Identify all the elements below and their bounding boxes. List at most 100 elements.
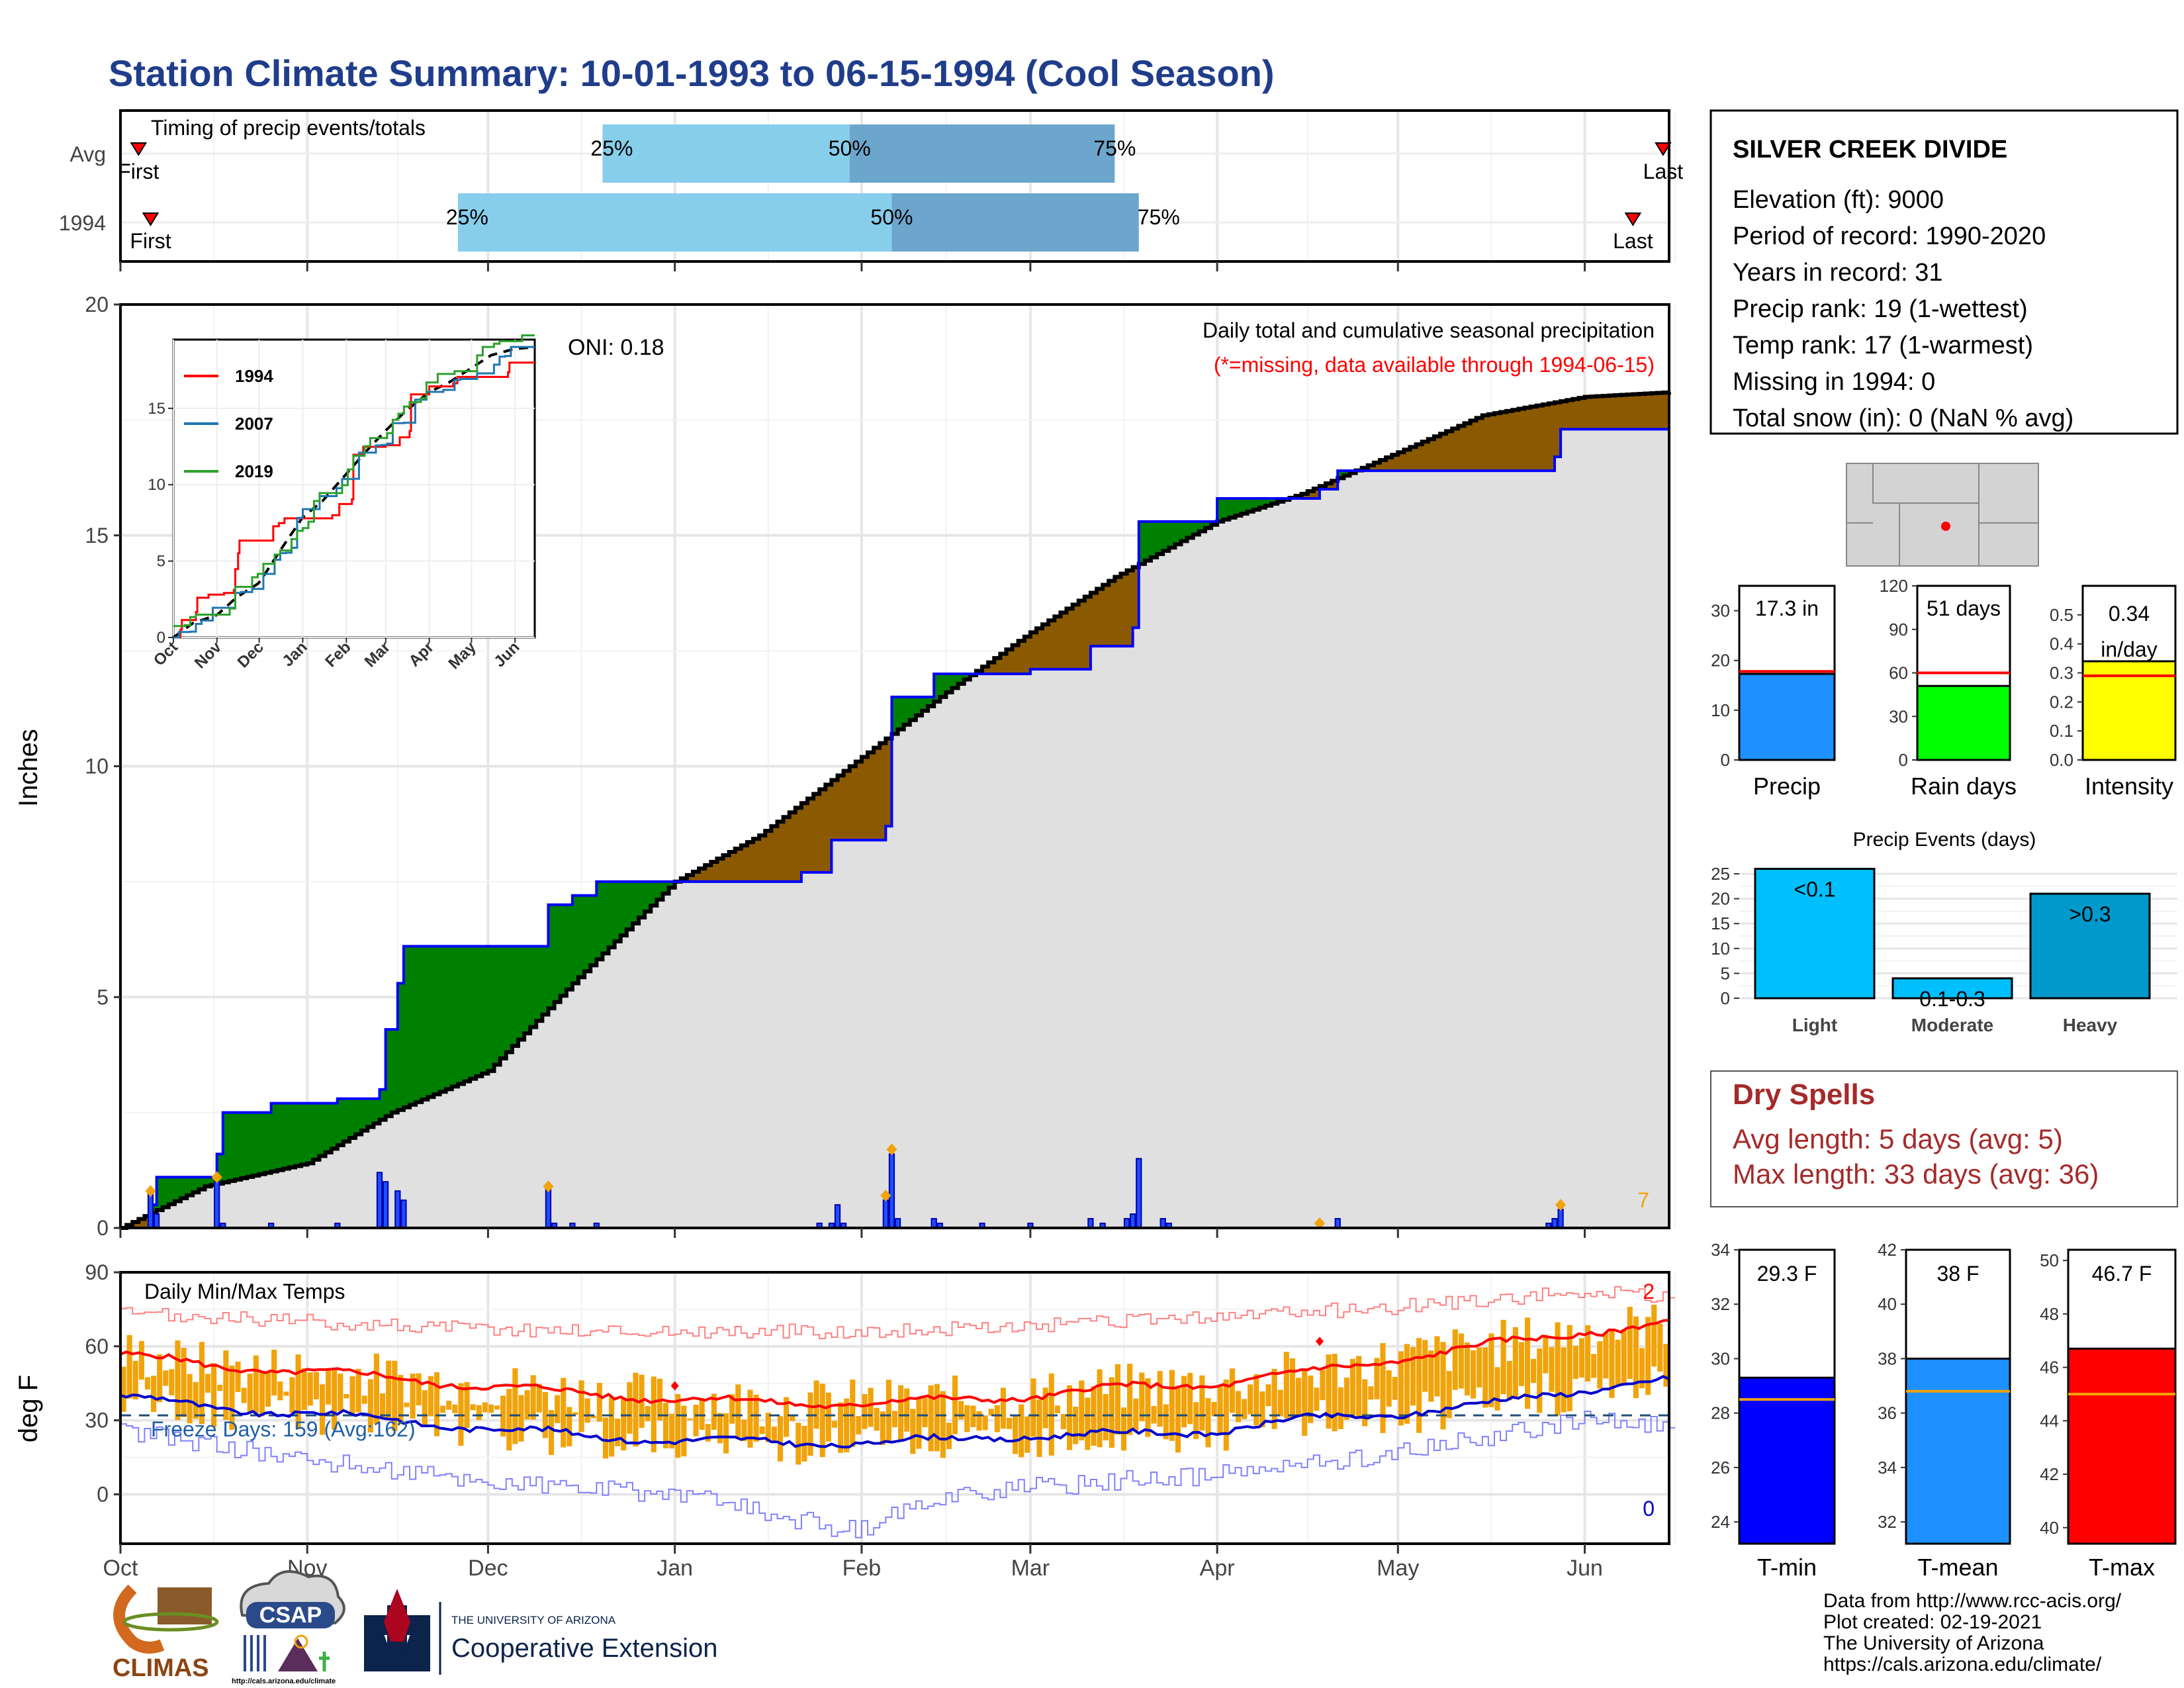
ua-cooperative-extension-logo: THE UNIVERSITY OF ARIZONA Cooperative Ex… [364, 1589, 717, 1675]
daily-temp-range-bar [1248, 1384, 1253, 1415]
month-tick-label: Jan [657, 1556, 693, 1581]
month-tick-label: Dec [468, 1556, 508, 1581]
event-category-label: Moderate [1911, 1015, 1993, 1035]
month-tick-label: Mar [1011, 1556, 1050, 1581]
daily-temp-range-bar [1199, 1375, 1205, 1431]
daily-temp-range-bar [464, 1382, 470, 1429]
page-title: Station Climate Summary: 10-01-1993 to 0… [109, 52, 1275, 94]
temp-summary-y-tick: 34 [1711, 1240, 1730, 1260]
daily-temp-range-bar [193, 1382, 199, 1419]
inset-legend-label: 2019 [235, 461, 273, 481]
precip-y-tick: 10 [85, 755, 109, 778]
daily-temp-range-bar [217, 1384, 223, 1391]
quartile-label: 25% [446, 205, 488, 229]
event-bar-label: 0.1-0.3 [1919, 987, 1985, 1011]
daily-temp-range-bar [241, 1387, 247, 1403]
daily-temp-range-bar [1060, 1414, 1066, 1430]
daily-temp-range-bar [1211, 1401, 1217, 1417]
csap-url: http://cals.arizona.edu/climate [232, 1677, 336, 1685]
precip-panel: 0 5 10 15 20 Inches Daily total and cumulati… [14, 293, 1676, 1240]
min-record-count: 0 [1643, 1497, 1655, 1521]
daily-temp-range-bar [1434, 1336, 1440, 1397]
daily-temp-range-bar [1338, 1387, 1343, 1429]
quartile-label: 75% [1093, 136, 1136, 160]
summary-bars: 0 10 20 30 17.3 in Precip 0 30 60 90 120 51 days Rai… [1711, 576, 2177, 800]
daily-temp-range-bar [1097, 1369, 1103, 1448]
daily-temp-range-bar [1042, 1387, 1048, 1429]
inset-y-tick: 15 [148, 400, 165, 418]
oni-value: ONI: 0.18 [568, 335, 664, 360]
daily-temp-range-bar [1036, 1399, 1042, 1457]
ua-name: THE UNIVERSITY OF ARIZONA [451, 1614, 616, 1626]
daily-temp-range-bar [326, 1368, 332, 1405]
event-bar-label: >0.3 [2069, 902, 2111, 926]
credit-line: https://cals.arizona.edu/climate/ [1823, 1654, 2102, 1675]
daily-temp-range-bar [205, 1374, 211, 1393]
daily-temp-range-bar [1446, 1371, 1452, 1419]
daily-temp-range-bar [132, 1360, 138, 1400]
inset-series-line [173, 361, 535, 639]
daily-temp-range-bar [970, 1405, 976, 1427]
daily-temp-range-bar [1555, 1322, 1561, 1416]
temp-summary-y-tick: 38 [1878, 1348, 1897, 1368]
extreme-event-marker [1555, 1199, 1567, 1211]
temp-summary-y-tick: 24 [1711, 1512, 1730, 1532]
daily-temp-range-bar [1163, 1404, 1169, 1440]
daily-temp-range-bar [247, 1374, 253, 1413]
daily-temp-range-bar [1392, 1377, 1398, 1400]
daily-temp-range-bar [753, 1394, 759, 1442]
daily-temp-range-bar [223, 1350, 229, 1420]
daily-precip-bar [545, 1186, 552, 1229]
daily-temp-range-bar [590, 1415, 596, 1419]
daily-temp-range-bar [825, 1392, 831, 1442]
daily-temp-range-bar [910, 1409, 916, 1454]
daily-temp-range-bar [144, 1377, 151, 1390]
daily-temp-range-bar [813, 1380, 819, 1429]
daily-temp-range-bar [1368, 1386, 1374, 1400]
summary-value-bar [1738, 673, 1836, 761]
summary-bar-label: Intensity [2085, 773, 2173, 800]
daily-temp-range-bar [1139, 1372, 1145, 1421]
temp-summary-label: T-mean [1917, 1554, 1998, 1581]
temp-summary-y-tick: 40 [2040, 1518, 2059, 1538]
daily-temp-range-bar [1615, 1339, 1621, 1386]
daily-temp-range-bar [771, 1427, 777, 1442]
daily-temp-range-bar [699, 1398, 705, 1430]
daily-temp-range-bar [886, 1380, 891, 1442]
daily-temp-range-bar [428, 1376, 433, 1417]
csap-logo: CSAP http://cals.arizona.edu/climate [232, 1570, 345, 1685]
daily-temp-range-bar [735, 1384, 741, 1438]
daily-temp-range-bar [151, 1376, 157, 1412]
daily-temp-range-bar [1223, 1380, 1229, 1451]
daily-temp-range-bar [561, 1378, 567, 1448]
daily-temp-range-bar [235, 1361, 241, 1392]
temp-summary-y-tick: 26 [1711, 1458, 1730, 1477]
daily-temp-range-bar [1512, 1327, 1518, 1399]
summary-value-label: 17.3 in [1755, 596, 1819, 620]
csap-wordmark: CSAP [259, 1603, 322, 1628]
daily-temp-range-bar [1019, 1404, 1024, 1458]
daily-temp-range-bar [301, 1368, 307, 1410]
station-line: Elevation (ft): 9000 [1733, 186, 1944, 214]
daily-temp-range-bar [1271, 1368, 1277, 1429]
daily-temp-range-bar [681, 1405, 687, 1456]
timing-bar-q50-q75 [891, 193, 1139, 252]
daily-temp-range-bar [1265, 1384, 1271, 1407]
daily-temp-range-bar [1603, 1332, 1609, 1379]
daily-temp-range-bar [1633, 1316, 1639, 1399]
daily-temp-range-bar [1133, 1398, 1139, 1432]
daily-temp-range-bar [1591, 1354, 1597, 1378]
temp-y-tick: 60 [85, 1335, 109, 1358]
daily-temp-range-bar [1464, 1342, 1471, 1396]
daily-temp-range-bar [958, 1401, 964, 1420]
summary-value-label: 51 days [1927, 596, 2001, 620]
timing-row-label-year: 1994 [59, 211, 106, 235]
summary-y-tick: 0.4 [2050, 634, 2073, 654]
daily-temp-range-bar [482, 1402, 488, 1413]
dry-spells-box: Dry Spells Avg length: 5 days (avg: 5) M… [1710, 1070, 2178, 1207]
daily-temp-range-bar [693, 1405, 699, 1436]
daily-temp-range-bar [1030, 1378, 1036, 1437]
daily-temp-range-bar [1145, 1378, 1151, 1437]
last-event-label: Last [1613, 229, 1653, 253]
